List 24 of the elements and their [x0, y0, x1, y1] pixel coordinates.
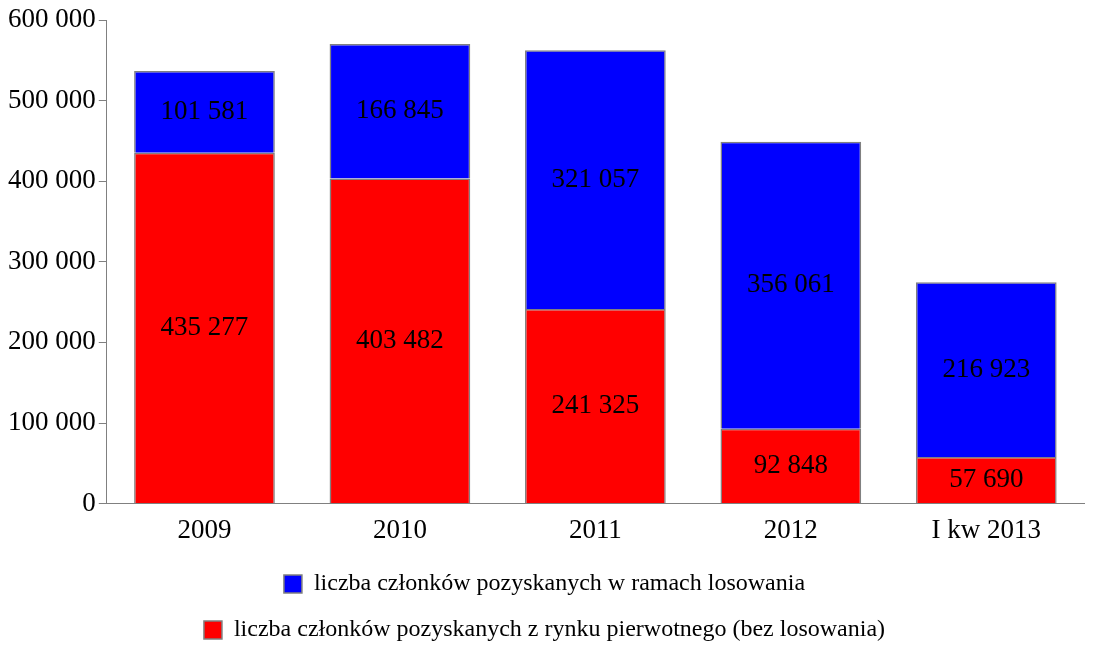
x-tick-label: 2012: [763, 513, 818, 544]
data-label: 92 848: [753, 449, 828, 480]
data-label: 216 923: [942, 352, 1031, 383]
x-tick-label: 2011: [568, 513, 622, 544]
data-label: 435 277: [160, 311, 249, 342]
data-label: 356 061: [746, 268, 835, 299]
y-tick-label: 500 000: [8, 83, 96, 114]
y-tick-label: 100 000: [8, 406, 96, 437]
y-tick-label: 300 000: [8, 244, 96, 275]
legend-label: liczba członków pozyskanych w ramach losowania: [313, 569, 806, 596]
x-tick-label: I kw 2013: [931, 513, 1042, 544]
data-label: 101 581: [160, 94, 249, 125]
y-tick-label: 200 000: [8, 325, 96, 356]
x-tick-label: 2009: [177, 513, 232, 544]
legend-label: liczba członków pozyskanych z rynku pierwotnego (bez losowania): [233, 615, 886, 642]
y-tick-label: 400 000: [8, 164, 96, 195]
data-label: 241 325: [551, 389, 640, 420]
y-tick-label: 600 000: [8, 3, 96, 34]
data-label: 166 845: [356, 94, 444, 125]
x-tick-label: 2010: [372, 513, 427, 544]
data-label: 321 057: [551, 162, 640, 193]
data-label: 403 482: [356, 323, 444, 354]
data-label: 57 690: [949, 463, 1024, 494]
y-tick-label: 0: [82, 486, 96, 517]
